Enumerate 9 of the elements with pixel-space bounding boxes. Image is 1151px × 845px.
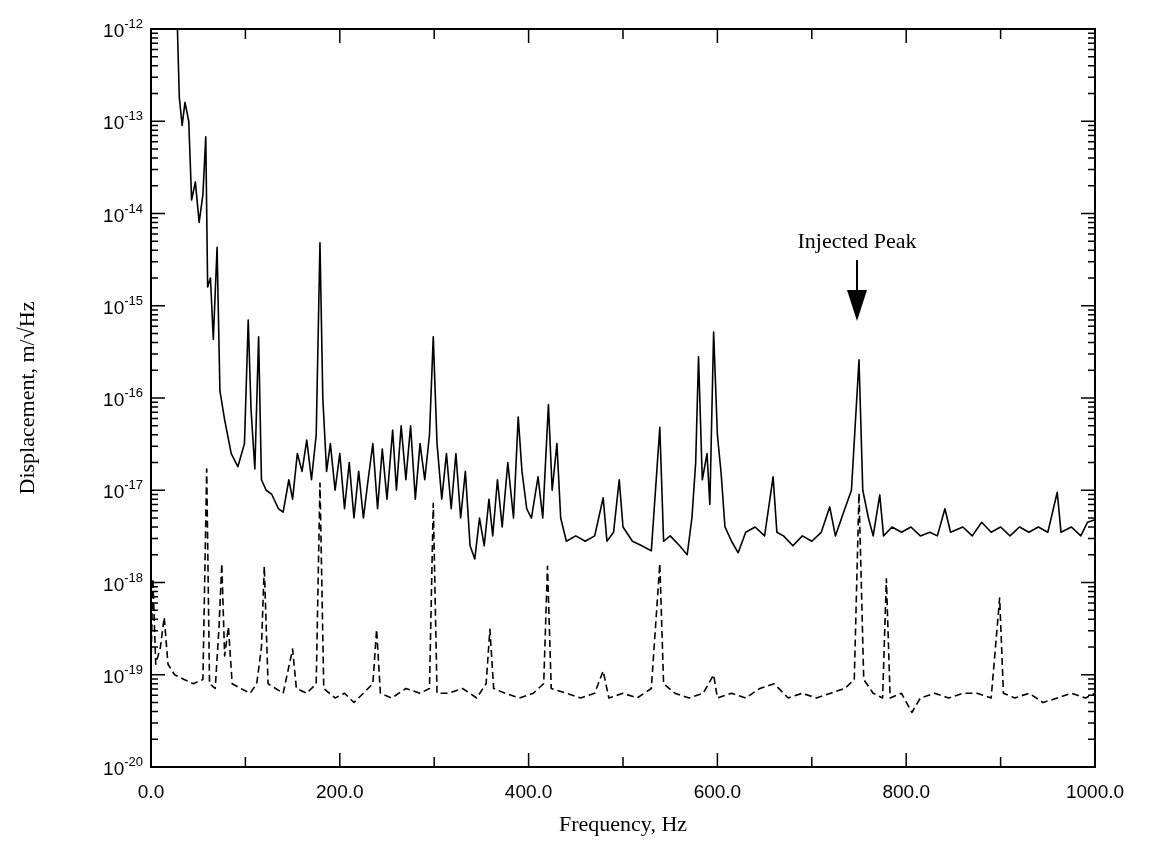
x-tick-label: 800.0 [882,780,930,802]
x-tick-label: 600.0 [693,780,742,802]
x-tick-label: 1000.0 [1065,780,1125,802]
x-tick-label: 200.0 [316,780,364,802]
x-tick-label: 400.0 [504,780,553,802]
x-tick-label: 0.0 [137,780,165,802]
x-axis-title: Frequency, Hz [558,811,688,836]
y-axis-title: Displacement, m/√Hz [14,301,39,495]
annotation: Injected Peak [797,228,917,253]
